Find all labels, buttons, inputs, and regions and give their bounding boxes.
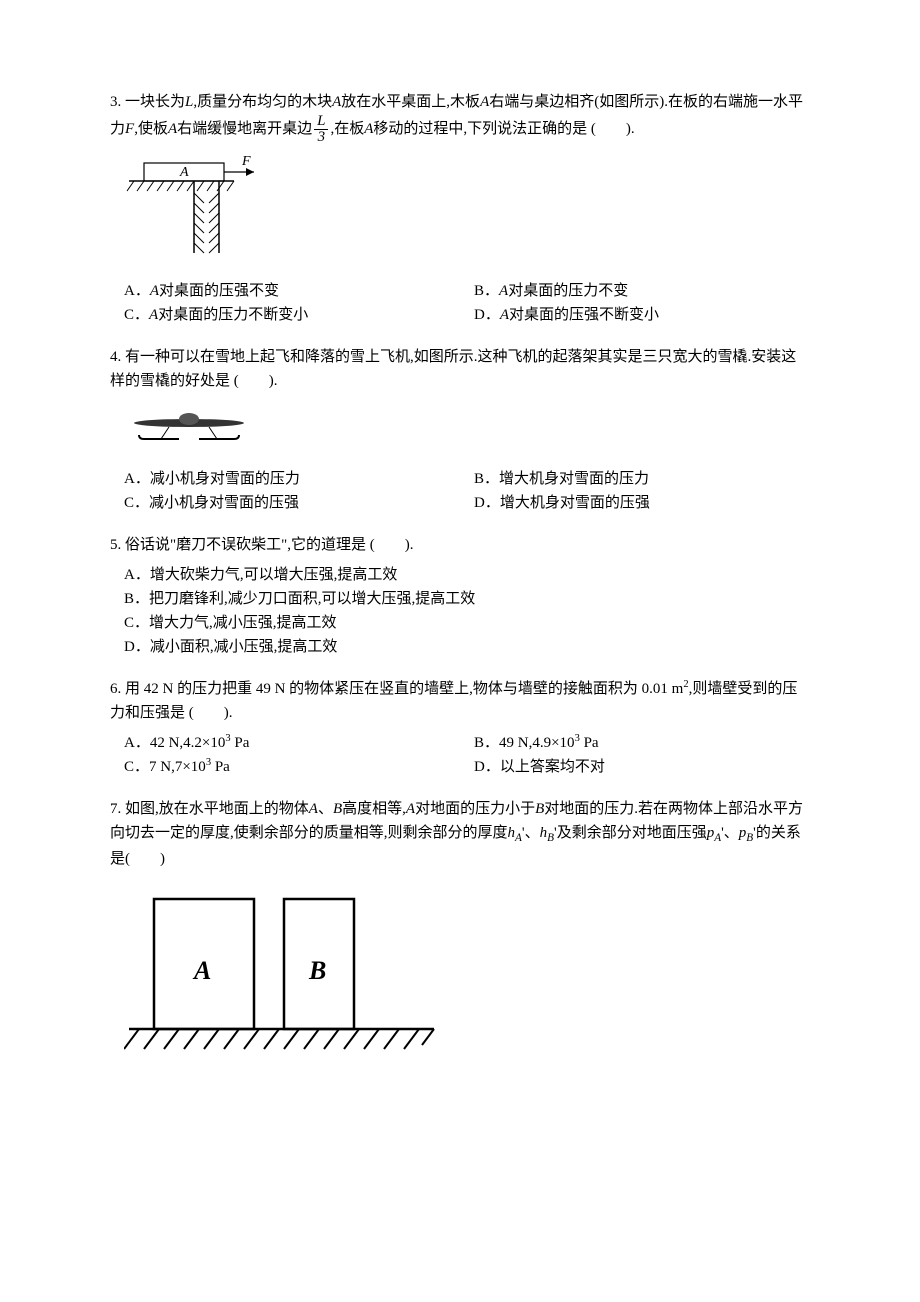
q3-t6: 右端缓慢地离开桌边 — [177, 121, 312, 137]
q3-t1: 一块长为 — [125, 94, 185, 110]
q3-fig-F-label: F — [241, 154, 251, 169]
q3-frac-den: 3 — [314, 130, 328, 145]
q4-txt: 有一种可以在雪地上起飞和降落的雪上飞机,如图所示.这种飞机的起落架其实是三只宽大… — [110, 349, 796, 389]
q3-t8: 移动的过程中,下列说法正确的是 ( ). — [373, 121, 634, 137]
q6-t1: 用 42 N 的压力把重 49 N 的物体紧压在竖直的墙壁上,物体与墙壁的接触面… — [125, 681, 683, 697]
q5-opt-a: A．增大砍柴力气,可以增大压强,提高工效 — [110, 563, 810, 587]
q3-opt-a: A．A对桌面的压强不变 — [110, 279, 460, 303]
q4-opt-a: A．减小机身对雪面的压力 — [110, 467, 460, 491]
question-5-text: 5. 俗话说"磨刀不误砍柴工",它的道理是 ( ). — [110, 533, 810, 557]
question-7: 7. 如图,放在水平地面上的物体A、B高度相等,A对地面的压力小于B对地面的压力… — [110, 797, 810, 1067]
question-6-text: 6. 用 42 N 的压力把重 49 N 的物体紧压在竖直的墙壁上,物体与墙壁的… — [110, 677, 810, 725]
q3-opt-d: D．A对桌面的压强不断变小 — [460, 303, 810, 327]
q3-t3: 放在水平桌面上,木板 — [341, 94, 480, 110]
q3-t2: ,质量分布均匀的木块 — [193, 94, 332, 110]
q7-fig-B-label: B — [308, 956, 326, 985]
q3-fig-A-label: A — [179, 165, 189, 180]
q7-diagram-svg: A B — [124, 879, 444, 1059]
question-3-text: 3. 一块长为L,质量分布均匀的木块A放在水平桌面上,木板A右端与桌边相齐(如图… — [110, 90, 810, 145]
q3-frac-num: L — [314, 114, 328, 130]
q7-fig-A-label: A — [192, 956, 211, 985]
question-3: 3. 一块长为L,质量分布均匀的木块A放在水平桌面上,木板A右端与桌边相齐(如图… — [110, 90, 810, 327]
question-6: 6. 用 42 N 的压力把重 49 N 的物体紧压在竖直的墙壁上,物体与墙壁的… — [110, 677, 810, 779]
q6-opt-b: B．49 N,4.9×103 Pa — [460, 731, 810, 755]
q3-t5: ,使板 — [134, 121, 168, 137]
q4-plane-svg — [124, 401, 254, 451]
q3-figure: A F — [124, 153, 810, 271]
q4-opt-d: D．增大机身对雪面的压强 — [460, 491, 810, 515]
q3-t7: ,在板 — [330, 121, 364, 137]
q3-num: 3. — [110, 94, 121, 110]
q6-num: 6. — [110, 681, 121, 697]
q3-A3: A — [168, 121, 177, 137]
q4-num: 4. — [110, 349, 121, 365]
q5-opt-b: B．把刀磨锋利,减少刀口面积,可以增大压强,提高工效 — [110, 587, 810, 611]
q7-num: 7. — [110, 801, 121, 817]
q5-num: 5. — [110, 537, 121, 553]
q5-opt-d: D．减小面积,减小压强,提高工效 — [110, 635, 810, 659]
q7-figure: A B — [124, 879, 810, 1067]
q3-opt-c: C．A对桌面的压力不断变小 — [110, 303, 460, 327]
q3-diagram-svg: A F — [124, 153, 274, 263]
q3-options: A．A对桌面的压强不变 B．A对桌面的压力不变 C．A对桌面的压力不断变小 D．… — [110, 279, 810, 327]
q4-opt-c: C．减小机身对雪面的压强 — [110, 491, 460, 515]
q5-options: A．增大砍柴力气,可以增大压强,提高工效 B．把刀磨锋利,减少刀口面积,可以增大… — [110, 563, 810, 659]
q6-options: A．42 N,4.2×103 Pa B．49 N,4.9×103 Pa C．7 … — [110, 731, 810, 779]
q5-txt: 俗话说"磨刀不误砍柴工",它的道理是 ( ). — [125, 537, 414, 553]
q3-fraction: L3 — [314, 114, 328, 145]
q6-opt-d: D．以上答案均不对 — [460, 755, 810, 779]
q4-opt-b: B．增大机身对雪面的压力 — [460, 467, 810, 491]
q5-opt-c: C．增大力气,减小压强,提高工效 — [110, 611, 810, 635]
question-5: 5. 俗话说"磨刀不误砍柴工",它的道理是 ( ). A．增大砍柴力气,可以增大… — [110, 533, 810, 659]
question-7-text: 7. 如图,放在水平地面上的物体A、B高度相等,A对地面的压力小于B对地面的压力… — [110, 797, 810, 871]
q3-opt-b: B．A对桌面的压力不变 — [460, 279, 810, 303]
q4-figure — [124, 401, 810, 459]
q6-opt-c: C．7 N,7×103 Pa — [110, 755, 460, 779]
q3-A1: A — [332, 94, 341, 110]
q3-F: F — [125, 121, 134, 137]
q6-opt-a: A．42 N,4.2×103 Pa — [110, 731, 460, 755]
q3-A2: A — [480, 94, 489, 110]
question-4: 4. 有一种可以在雪地上起飞和降落的雪上飞机,如图所示.这种飞机的起落架其实是三… — [110, 345, 810, 515]
q4-options: A．减小机身对雪面的压力 B．增大机身对雪面的压力 C．减小机身对雪面的压强 D… — [110, 467, 810, 515]
question-4-text: 4. 有一种可以在雪地上起飞和降落的雪上飞机,如图所示.这种飞机的起落架其实是三… — [110, 345, 810, 393]
